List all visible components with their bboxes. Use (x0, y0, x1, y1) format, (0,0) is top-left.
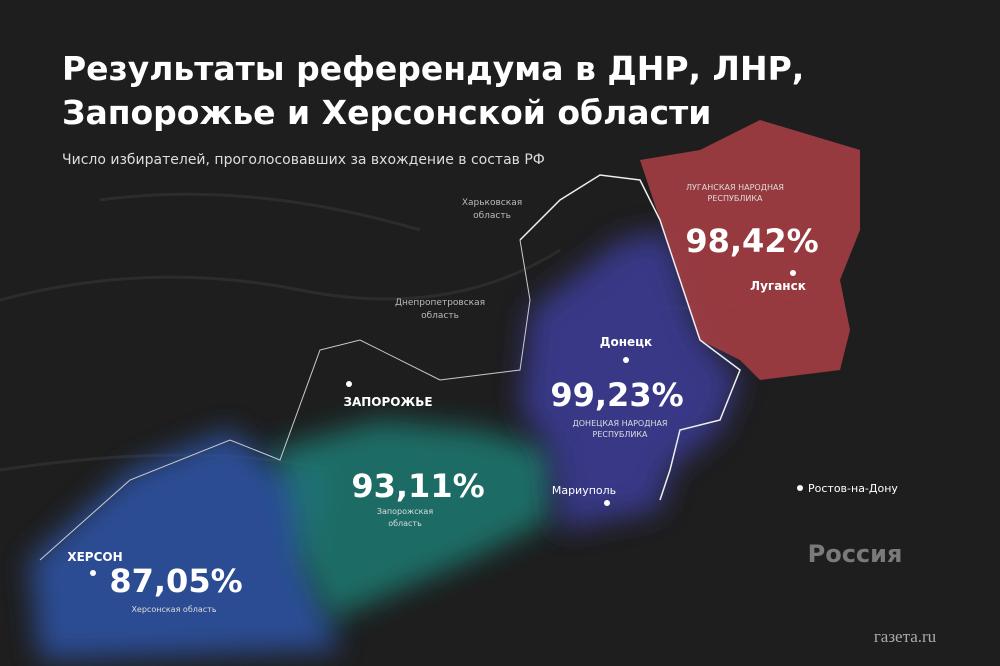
neighbor-region: область (421, 311, 459, 321)
city: Луганск (750, 279, 806, 293)
country: Россия (808, 540, 903, 568)
city: Донецк (600, 335, 652, 349)
neighbor-region: Днепропетровская (395, 298, 485, 308)
city-dot (346, 381, 352, 387)
city-dot (90, 570, 96, 576)
city: ХЕРСОН (67, 550, 122, 564)
rivers (0, 192, 821, 472)
zaporozhye-region (270, 420, 555, 620)
logo: газета.ru (874, 627, 937, 646)
city-dot (623, 357, 629, 363)
region-name: область (388, 519, 422, 528)
luhansk-region (640, 120, 860, 380)
region-name: ЛУГАНСКАЯ НАРОДНАЯ (686, 183, 784, 192)
region-result: 98,42% (685, 222, 818, 260)
donetsk-region (520, 230, 740, 530)
border (39, 239, 531, 561)
region-name: Запорожская (377, 507, 433, 516)
title: Запорожье и Херсонской области (62, 93, 711, 132)
title: Результаты референдума в ДНР, ЛНР, (62, 49, 804, 88)
region-name: РЕСПУБЛИКА (593, 430, 649, 439)
border (519, 174, 741, 501)
city-dot (604, 500, 610, 506)
city: ЗАПОРОЖЬЕ (343, 395, 432, 409)
city: Мариуполь (552, 484, 616, 497)
region-result: 99,23% (550, 376, 683, 414)
region-name: Херсонская область (131, 605, 216, 614)
subtitle: Число избирателей, проголосовавших за вх… (62, 152, 545, 168)
region-result: 87,05% (109, 562, 242, 600)
neighbor-region: Харьковская (462, 198, 522, 208)
city-dot (790, 270, 796, 276)
region-result: 93,11% (351, 467, 484, 505)
region-name: РЕСПУБЛИКА (708, 194, 764, 203)
city: Ростов-на-Дону (808, 482, 898, 495)
kherson-region (30, 430, 340, 660)
city-dot (797, 485, 803, 491)
neighbor-region: область (473, 211, 511, 221)
region-name: ДОНЕЦКАЯ НАРОДНАЯ (573, 419, 668, 428)
